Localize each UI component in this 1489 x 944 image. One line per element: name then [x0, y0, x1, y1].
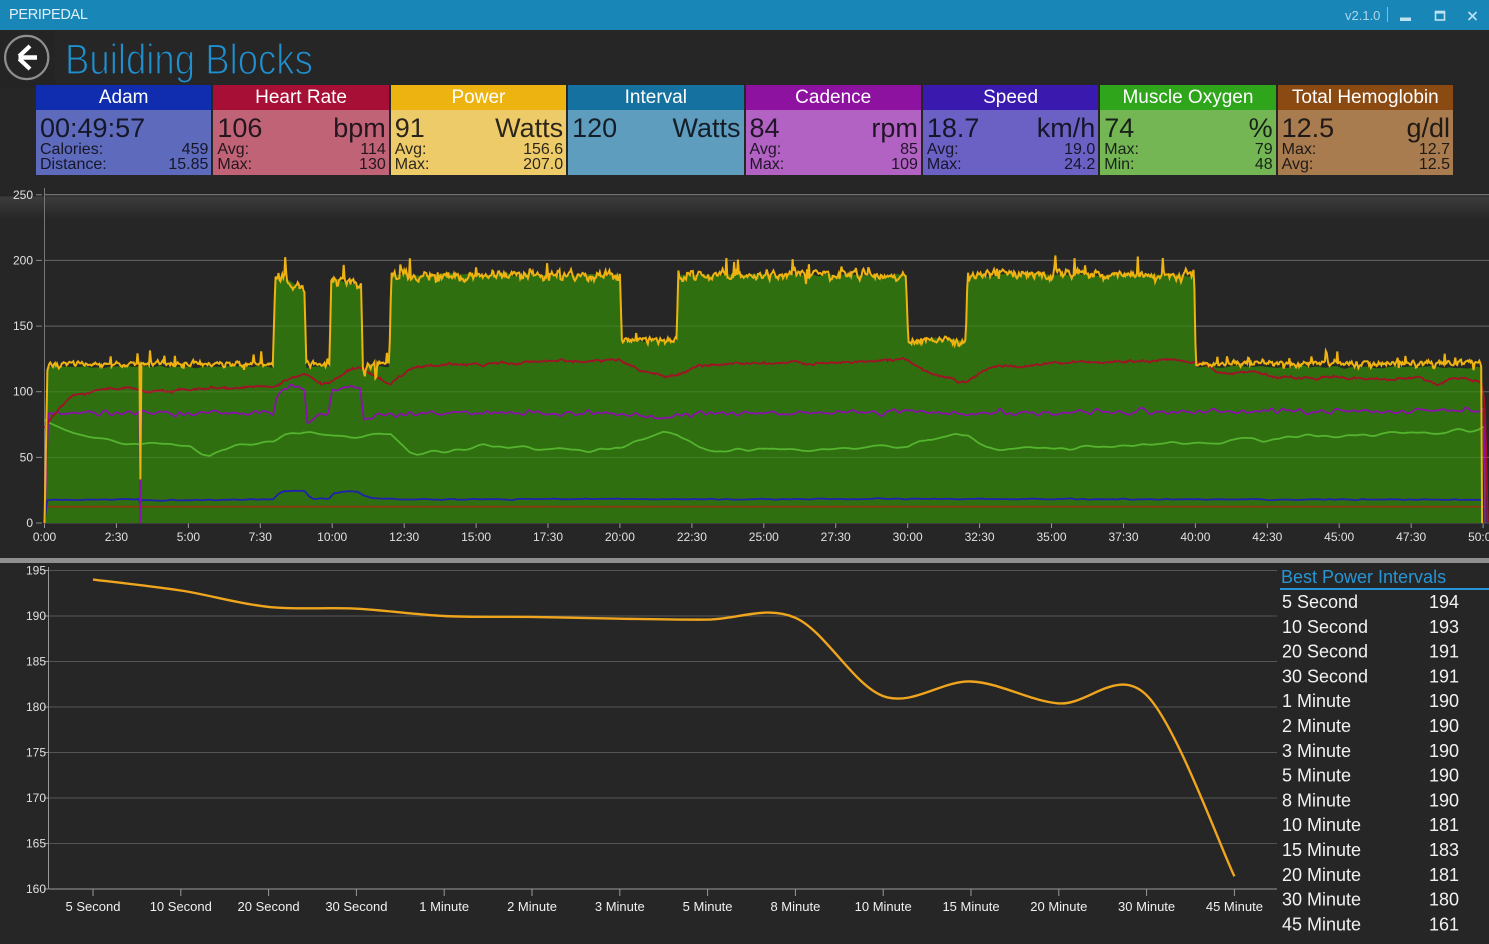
svg-text:2:30: 2:30	[105, 530, 129, 544]
svg-text:20 Minute: 20 Minute	[1282, 865, 1361, 885]
svg-text:3 Minute: 3 Minute	[1282, 741, 1351, 761]
svg-text:20:00: 20:00	[605, 530, 635, 544]
svg-text:175: 175	[26, 746, 46, 760]
svg-text:180: 180	[1429, 890, 1459, 910]
svg-text:5:00: 5:00	[177, 530, 201, 544]
svg-text:30 Second: 30 Second	[325, 899, 387, 914]
svg-text:42:30: 42:30	[1252, 530, 1282, 544]
svg-text:195: 195	[26, 564, 46, 578]
svg-text:8 Minute: 8 Minute	[1282, 790, 1351, 810]
svg-text:5 Second: 5 Second	[66, 899, 121, 914]
svg-text:0:00: 0:00	[33, 530, 57, 544]
svg-text:50: 50	[20, 450, 34, 464]
svg-text:45 Minute: 45 Minute	[1282, 914, 1361, 934]
svg-text:35:00: 35:00	[1036, 530, 1066, 544]
svg-text:15:00: 15:00	[461, 530, 491, 544]
svg-text:191: 191	[1429, 666, 1459, 686]
svg-text:25:00: 25:00	[749, 530, 779, 544]
svg-text:190: 190	[26, 609, 46, 623]
svg-text:191: 191	[1429, 642, 1459, 662]
svg-text:193: 193	[1429, 617, 1459, 637]
svg-text:183: 183	[1429, 840, 1459, 860]
svg-text:165: 165	[26, 837, 46, 851]
svg-text:10 Second: 10 Second	[150, 899, 212, 914]
svg-text:8 Minute: 8 Minute	[770, 899, 820, 914]
svg-text:20 Second: 20 Second	[238, 899, 300, 914]
svg-text:150: 150	[13, 319, 33, 333]
svg-text:190: 190	[1429, 790, 1459, 810]
svg-text:20 Second: 20 Second	[1282, 642, 1368, 662]
svg-text:190: 190	[1429, 716, 1459, 736]
svg-text:2 Minute: 2 Minute	[507, 899, 557, 914]
svg-text:10 Minute: 10 Minute	[1282, 815, 1361, 835]
svg-text:50:00: 50:00	[1468, 530, 1489, 544]
svg-text:20 Minute: 20 Minute	[1030, 899, 1087, 914]
svg-text:1 Minute: 1 Minute	[419, 899, 469, 914]
svg-text:161: 161	[1429, 914, 1459, 934]
svg-text:10:00: 10:00	[317, 530, 347, 544]
svg-text:190: 190	[1429, 766, 1459, 786]
svg-text:7:30: 7:30	[249, 530, 273, 544]
svg-text:185: 185	[26, 655, 46, 669]
svg-text:45:00: 45:00	[1324, 530, 1354, 544]
svg-text:3 Minute: 3 Minute	[595, 899, 645, 914]
svg-text:190: 190	[1429, 691, 1459, 711]
svg-text:2 Minute: 2 Minute	[1282, 716, 1351, 736]
svg-text:170: 170	[26, 791, 46, 805]
svg-text:0: 0	[26, 516, 33, 530]
svg-text:17:30: 17:30	[533, 530, 563, 544]
svg-text:10 Second: 10 Second	[1282, 617, 1368, 637]
svg-text:5 Second: 5 Second	[1282, 592, 1358, 612]
svg-text:Best Power Intervals: Best Power Intervals	[1281, 567, 1446, 587]
svg-text:5 Minute: 5 Minute	[1282, 766, 1351, 786]
svg-text:180: 180	[26, 700, 46, 714]
svg-text:30 Second: 30 Second	[1282, 666, 1368, 686]
svg-text:47:30: 47:30	[1396, 530, 1426, 544]
svg-text:45 Minute: 45 Minute	[1206, 899, 1263, 914]
svg-text:32:30: 32:30	[965, 530, 995, 544]
svg-text:27:30: 27:30	[821, 530, 851, 544]
svg-text:40:00: 40:00	[1180, 530, 1210, 544]
svg-text:181: 181	[1429, 865, 1459, 885]
svg-text:200: 200	[13, 253, 33, 267]
svg-text:30 Minute: 30 Minute	[1118, 899, 1175, 914]
svg-text:5 Minute: 5 Minute	[683, 899, 733, 914]
svg-text:15 Minute: 15 Minute	[942, 899, 999, 914]
svg-text:100: 100	[13, 385, 33, 399]
svg-text:30:00: 30:00	[893, 530, 923, 544]
svg-text:10 Minute: 10 Minute	[855, 899, 912, 914]
svg-text:1 Minute: 1 Minute	[1282, 691, 1351, 711]
svg-text:190: 190	[1429, 741, 1459, 761]
svg-text:12:30: 12:30	[389, 530, 419, 544]
svg-text:15 Minute: 15 Minute	[1282, 840, 1361, 860]
svg-text:37:30: 37:30	[1108, 530, 1138, 544]
svg-text:194: 194	[1429, 592, 1459, 612]
svg-text:181: 181	[1429, 815, 1459, 835]
svg-text:22:30: 22:30	[677, 530, 707, 544]
svg-text:250: 250	[13, 188, 33, 202]
svg-text:30 Minute: 30 Minute	[1282, 890, 1361, 910]
svg-text:160: 160	[26, 882, 46, 896]
